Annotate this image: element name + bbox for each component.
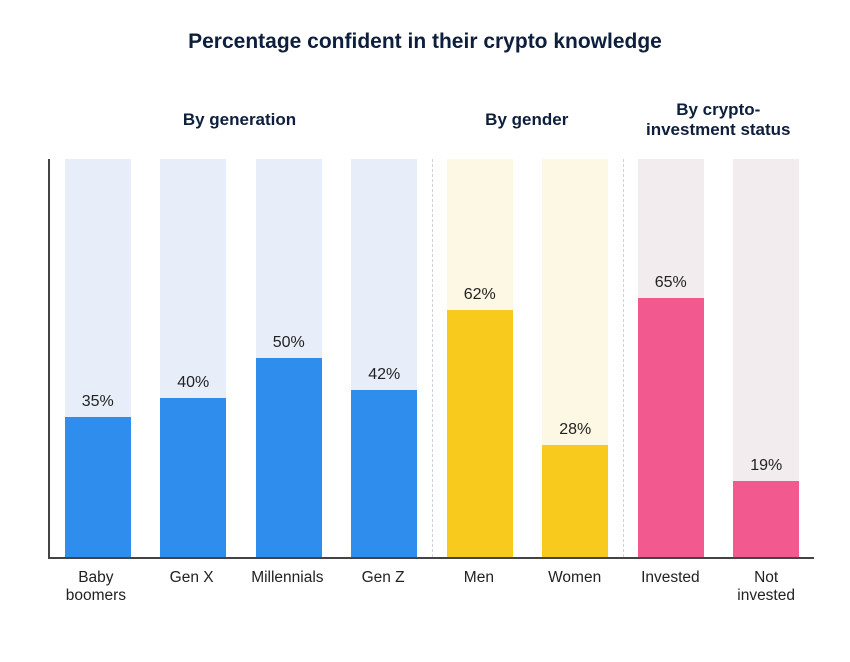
bar-fill — [638, 298, 704, 557]
bar-fill — [65, 417, 131, 556]
group-header: By gender — [431, 100, 623, 141]
group-divider — [432, 159, 433, 557]
bar-value-label: 19% — [750, 457, 782, 475]
x-axis-label: Not invested — [718, 569, 814, 606]
bar-fill — [160, 398, 226, 557]
bar-value-label: 62% — [464, 286, 496, 304]
bar-fill — [447, 310, 513, 557]
bar-slot: 19% — [719, 159, 815, 557]
group-headers-row: By generationBy genderBy crypto- investm… — [48, 100, 814, 141]
x-labels-row: Baby boomersGen XMillennialsGen ZMenWome… — [48, 569, 814, 606]
plot-area: 35% 40% 50% 42% 62% 28% 65% 19% — [48, 159, 814, 559]
chart-title: Percentage confident in their crypto kno… — [30, 30, 820, 54]
x-axis-label: Gen Z — [335, 569, 431, 606]
bar-fill — [351, 390, 417, 557]
bar: 28% — [542, 159, 608, 557]
bar-fill — [542, 445, 608, 556]
bar-value-label: 50% — [273, 334, 305, 352]
group-header: By generation — [48, 100, 431, 141]
bar-slot: 28% — [528, 159, 624, 557]
x-axis-label: Men — [431, 569, 527, 606]
bar: 35% — [65, 159, 131, 557]
bar-fill — [256, 358, 322, 557]
x-axis-label: Women — [527, 569, 623, 606]
group-divider — [623, 159, 624, 557]
bar-slot: 62% — [432, 159, 528, 557]
bar: 19% — [733, 159, 799, 557]
bar-slot: 65% — [623, 159, 719, 557]
bar: 50% — [256, 159, 322, 557]
crypto-confidence-chart: Percentage confident in their crypto kno… — [0, 0, 850, 662]
bar: 40% — [160, 159, 226, 557]
bar-slot: 42% — [337, 159, 433, 557]
bar-value-label: 65% — [655, 274, 687, 292]
bar-slot: 35% — [50, 159, 146, 557]
bar: 42% — [351, 159, 417, 557]
bar-value-label: 28% — [559, 421, 591, 439]
bar-fill — [733, 481, 799, 557]
bar-value-label: 35% — [82, 393, 114, 411]
bar-value-label: 42% — [368, 366, 400, 384]
bar: 62% — [447, 159, 513, 557]
bar-slot: 50% — [241, 159, 337, 557]
group-header: By crypto- investment status — [623, 100, 815, 141]
bar-slot: 40% — [146, 159, 242, 557]
x-axis-label: Invested — [623, 569, 719, 606]
bar: 65% — [638, 159, 704, 557]
x-axis-label: Millennials — [240, 569, 336, 606]
bar-value-label: 40% — [177, 374, 209, 392]
x-axis-label: Gen X — [144, 569, 240, 606]
x-axis-label: Baby boomers — [48, 569, 144, 606]
